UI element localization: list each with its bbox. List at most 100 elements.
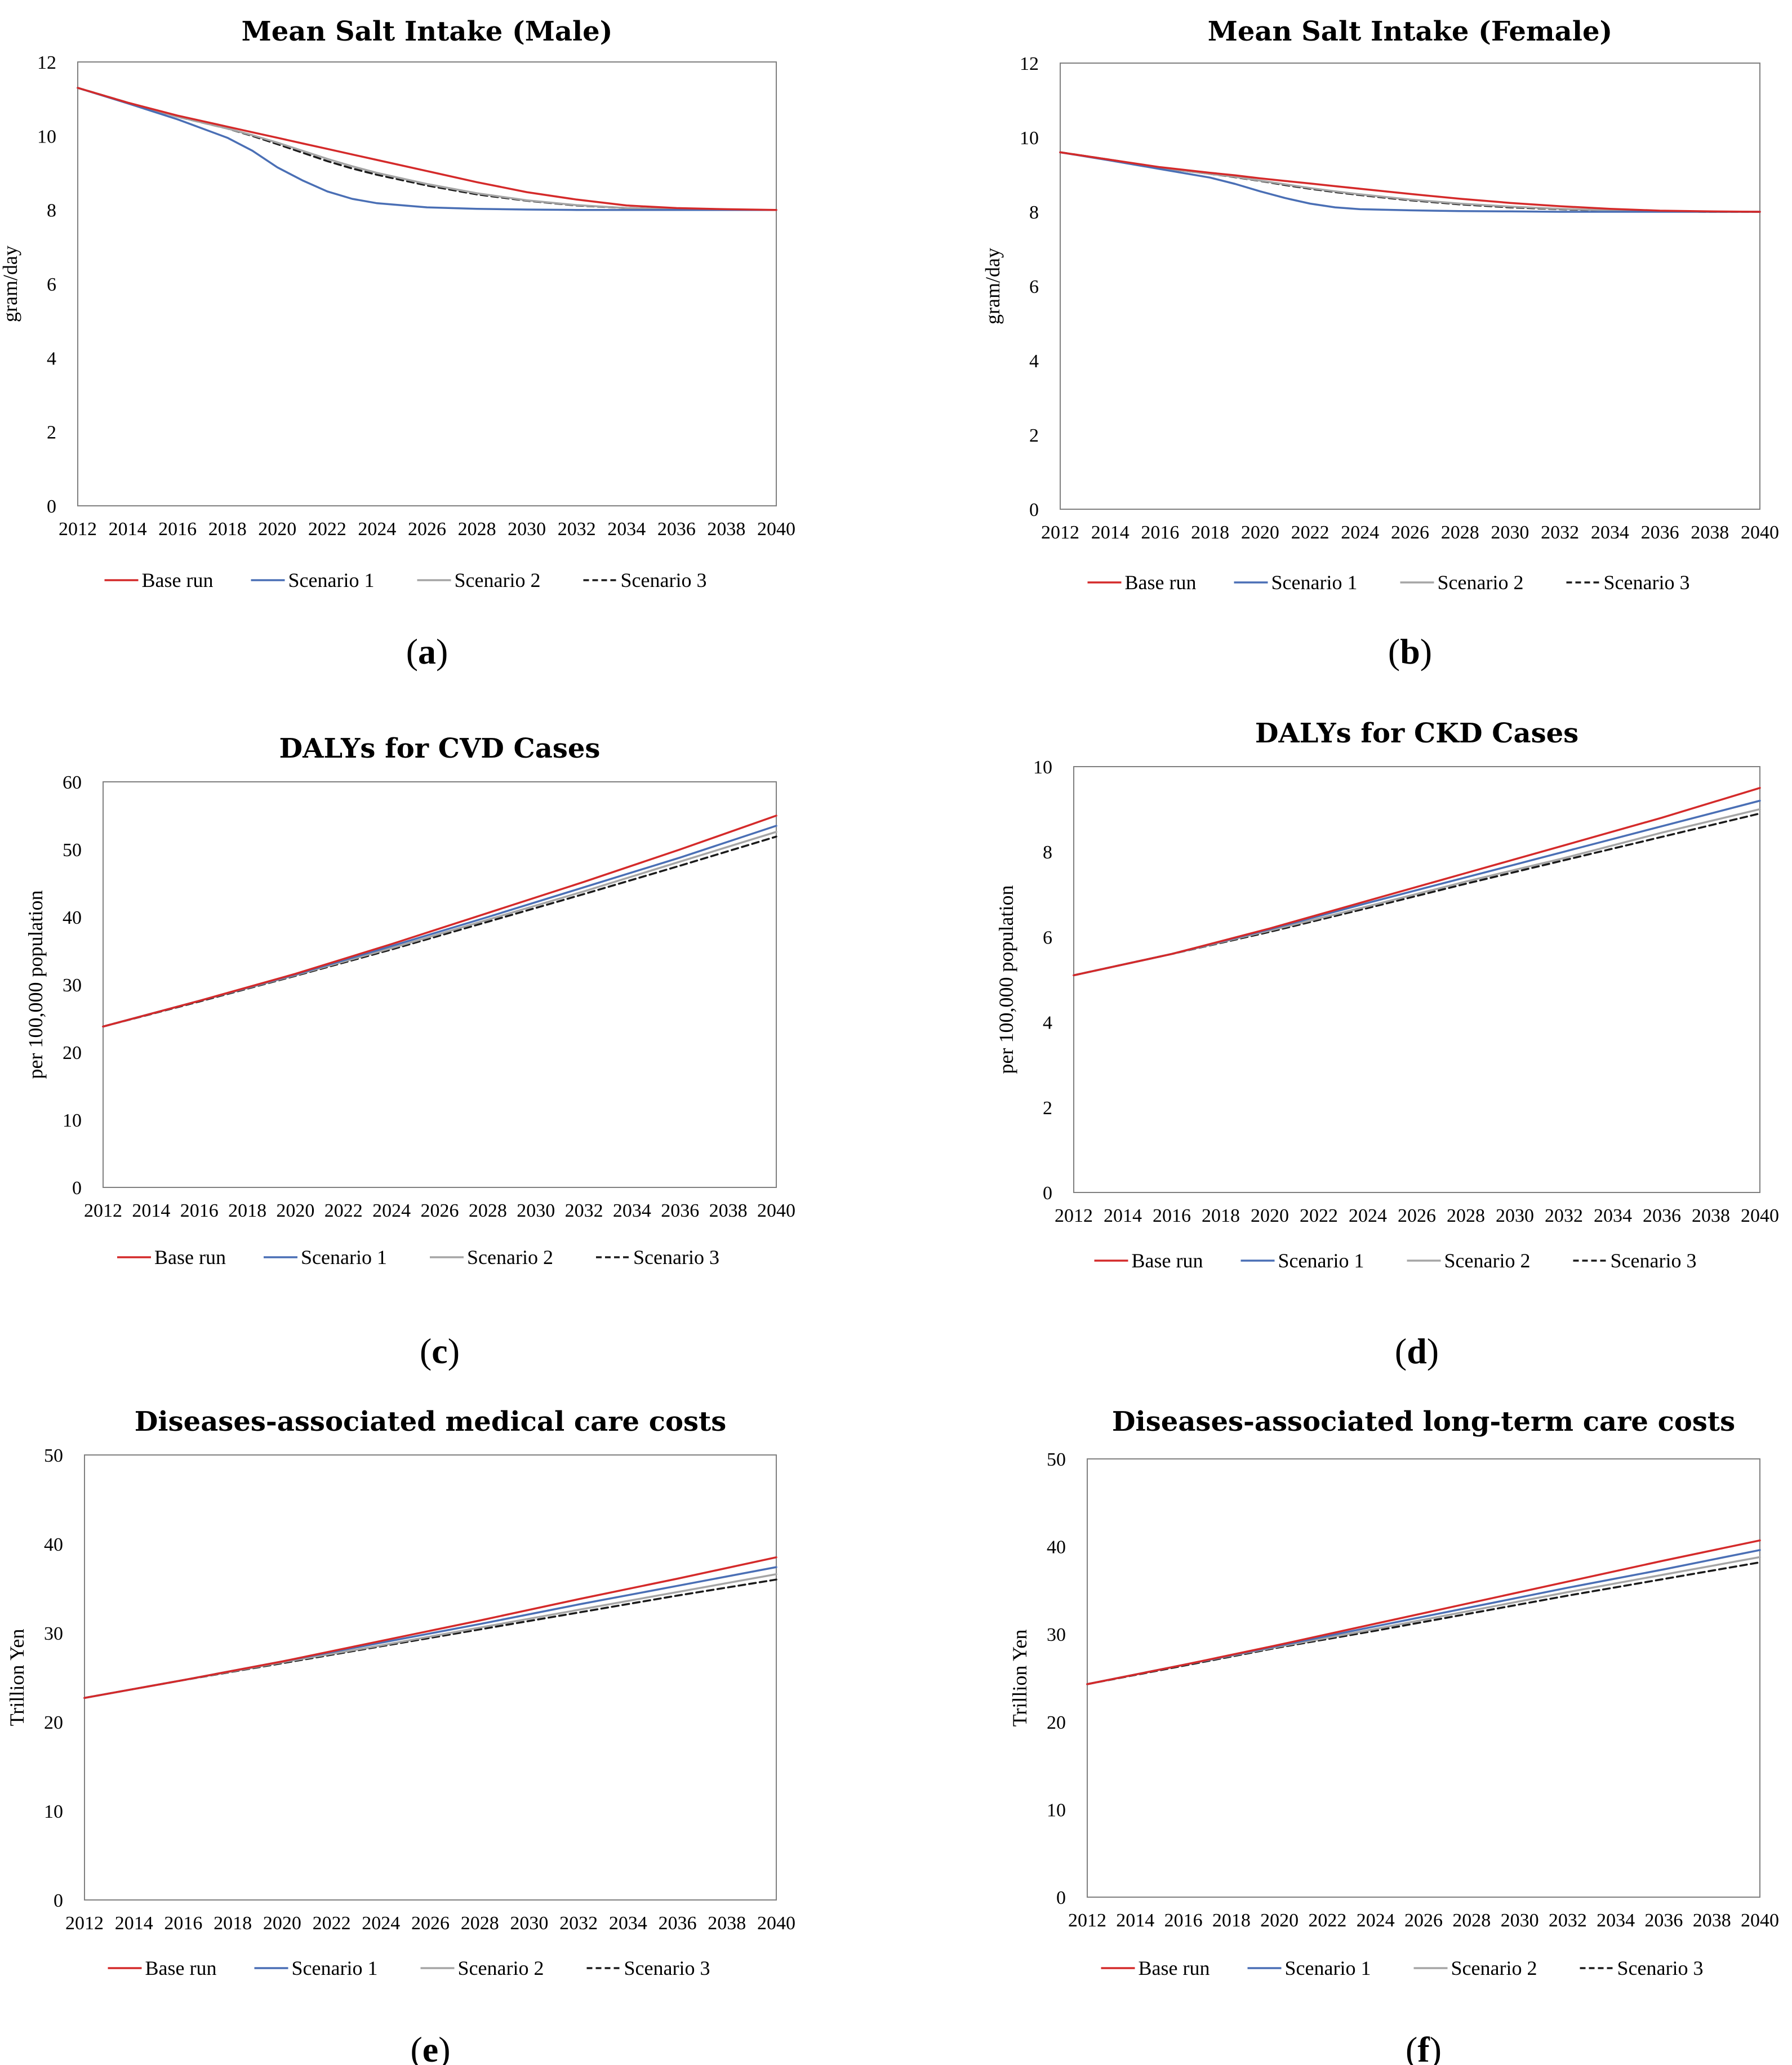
chart-panel-e: Diseases-associated medical care costs 0 1… xyxy=(6,1406,795,2065)
x-tick-label: 2036 xyxy=(1644,1910,1683,1931)
series-line-scenario-3 xyxy=(102,835,777,1028)
y-axis-label: per 100,000 population xyxy=(995,885,1017,1074)
x-tick-label: 2032 xyxy=(1549,1910,1587,1931)
x-tick-label: 2024 xyxy=(1349,1205,1387,1226)
x-tick-label: 2028 xyxy=(469,1200,507,1221)
x-tick-label: 2038 xyxy=(1691,522,1729,543)
y-tick-label: 10 xyxy=(1033,757,1052,778)
series-line-scenario-1 xyxy=(1059,151,1761,213)
legend-label: Base run xyxy=(1125,571,1197,594)
legend-label: Scenario 1 xyxy=(1278,1249,1364,1272)
x-tick-label: 2022 xyxy=(308,519,346,540)
chart-title: Diseases-associated medical care costs xyxy=(135,1406,726,1438)
series-line-scenario-2 xyxy=(1073,808,1761,977)
plot-frame xyxy=(84,1454,777,1901)
y-tick-label: 0 xyxy=(54,1890,63,1911)
x-tick-label: 2018 xyxy=(1191,522,1229,543)
y-tick-label: 0 xyxy=(72,1178,82,1199)
y-tick-label: 0 xyxy=(47,496,56,517)
y-tick-label: 2 xyxy=(1043,1098,1052,1119)
legend-label: Base run xyxy=(1139,1957,1210,1979)
y-axis-label: Trillion Yen xyxy=(1008,1630,1031,1727)
x-tick-label: 2030 xyxy=(1491,522,1529,543)
series-line-scenario-1 xyxy=(77,87,777,211)
legend-label: Scenario 3 xyxy=(633,1246,719,1269)
plot-frame xyxy=(103,781,777,1188)
panel-label: (d) xyxy=(1395,1331,1439,1371)
x-tick-label: 2028 xyxy=(1447,1205,1485,1226)
x-tick-label: 2016 xyxy=(164,1913,202,1934)
legend-label: Scenario 1 xyxy=(292,1957,378,1979)
y-tick-label: 4 xyxy=(1043,1013,1052,1034)
legend-label: Scenario 2 xyxy=(467,1246,553,1269)
x-tick-label: 2028 xyxy=(461,1913,499,1934)
x-tick-label: 2014 xyxy=(115,1913,153,1934)
legend-label: Scenario 3 xyxy=(1617,1957,1704,1979)
x-tick-label: 2032 xyxy=(565,1200,603,1221)
y-axis-label: gram/day xyxy=(981,248,1004,324)
x-tick-label: 2026 xyxy=(421,1200,459,1221)
panel-label: (e) xyxy=(410,2030,450,2065)
x-tick-label: 2040 xyxy=(1741,1910,1779,1931)
x-tick-label: 2014 xyxy=(132,1200,170,1221)
x-tick-label: 2014 xyxy=(1116,1910,1154,1931)
x-tick-label: 2020 xyxy=(1241,522,1279,543)
x-tick-label: 2016 xyxy=(1164,1910,1203,1931)
legend-label: Scenario 1 xyxy=(301,1246,387,1269)
chart-title: Diseases-associated long-term care costs xyxy=(1112,1406,1735,1438)
chart-panel-a: Mean Salt Intake (Male) 0 2 4 6 8 10 12 2012 2014… xyxy=(0,16,795,671)
legend: Base run Scenario 1 Scenario 2 Scenario 3 xyxy=(104,569,706,591)
plot-frame xyxy=(77,61,777,506)
chart-panel-f: Diseases-associated long-term care costs… xyxy=(1008,1406,1779,2065)
x-tick-label: 2024 xyxy=(1341,522,1379,543)
series-line-base-run xyxy=(77,87,777,211)
legend-label: Base run xyxy=(145,1957,217,1979)
x-tick-label: 2034 xyxy=(1591,522,1629,543)
legend-label: Base run xyxy=(142,569,214,591)
plot-frame xyxy=(1073,766,1760,1193)
x-tick-label: 2040 xyxy=(757,519,795,540)
x-tick-label: 2022 xyxy=(1291,522,1329,543)
x-tick-label: 2034 xyxy=(1594,1205,1632,1226)
y-tick-label: 50 xyxy=(63,840,82,861)
legend-label: Scenario 1 xyxy=(1285,1957,1371,1979)
y-tick-label: 30 xyxy=(63,975,82,996)
series-line-base-run xyxy=(1086,1539,1761,1685)
y-tick-label: 4 xyxy=(47,348,56,369)
y-tick-label: 30 xyxy=(1047,1625,1066,1645)
y-tick-label: 10 xyxy=(63,1110,82,1131)
x-tick-label: 2018 xyxy=(1202,1205,1240,1226)
x-tick-label: 2032 xyxy=(559,1913,598,1934)
y-tick-label: 2 xyxy=(1029,425,1039,446)
x-tick-label: 2032 xyxy=(1545,1205,1583,1226)
chart-title: Mean Salt Intake (Female) xyxy=(1208,16,1612,47)
x-tick-label: 2026 xyxy=(408,519,446,540)
x-tick-label: 2028 xyxy=(1452,1910,1491,1931)
legend-label: Base run xyxy=(1132,1249,1203,1272)
y-tick-label: 2 xyxy=(47,422,56,443)
legend-label: Scenario 3 xyxy=(1611,1249,1697,1272)
x-tick-label: 2024 xyxy=(372,1200,411,1221)
legend-label: Scenario 2 xyxy=(1438,571,1524,594)
y-tick-label: 60 xyxy=(63,772,82,793)
series-line-base-run xyxy=(1059,151,1761,213)
x-tick-label: 2034 xyxy=(607,519,646,540)
legend: Base run Scenario 1 Scenario 2 Scenario 3 xyxy=(108,1957,710,1979)
series-line-scenario-2 xyxy=(77,87,777,211)
x-tick-label: 2022 xyxy=(1300,1205,1338,1226)
legend: Base run Scenario 1 Scenario 2 Scenario 3 xyxy=(1101,1957,1704,1979)
x-tick-label: 2022 xyxy=(324,1200,363,1221)
x-tick-label: 2038 xyxy=(707,519,745,540)
x-tick-label: 2030 xyxy=(510,1913,548,1934)
x-tick-label: 2030 xyxy=(508,519,546,540)
legend-label: Scenario 1 xyxy=(288,569,375,591)
y-tick-label: 0 xyxy=(1043,1183,1052,1204)
x-tick-label: 2016 xyxy=(1153,1205,1191,1226)
panel-label: (b) xyxy=(1388,631,1432,671)
y-tick-label: 0 xyxy=(1056,1888,1066,1908)
y-tick-label: 6 xyxy=(47,274,56,295)
x-tick-label: 2030 xyxy=(1501,1910,1539,1931)
legend-label: Scenario 2 xyxy=(455,569,541,591)
x-tick-label: 2018 xyxy=(208,519,247,540)
